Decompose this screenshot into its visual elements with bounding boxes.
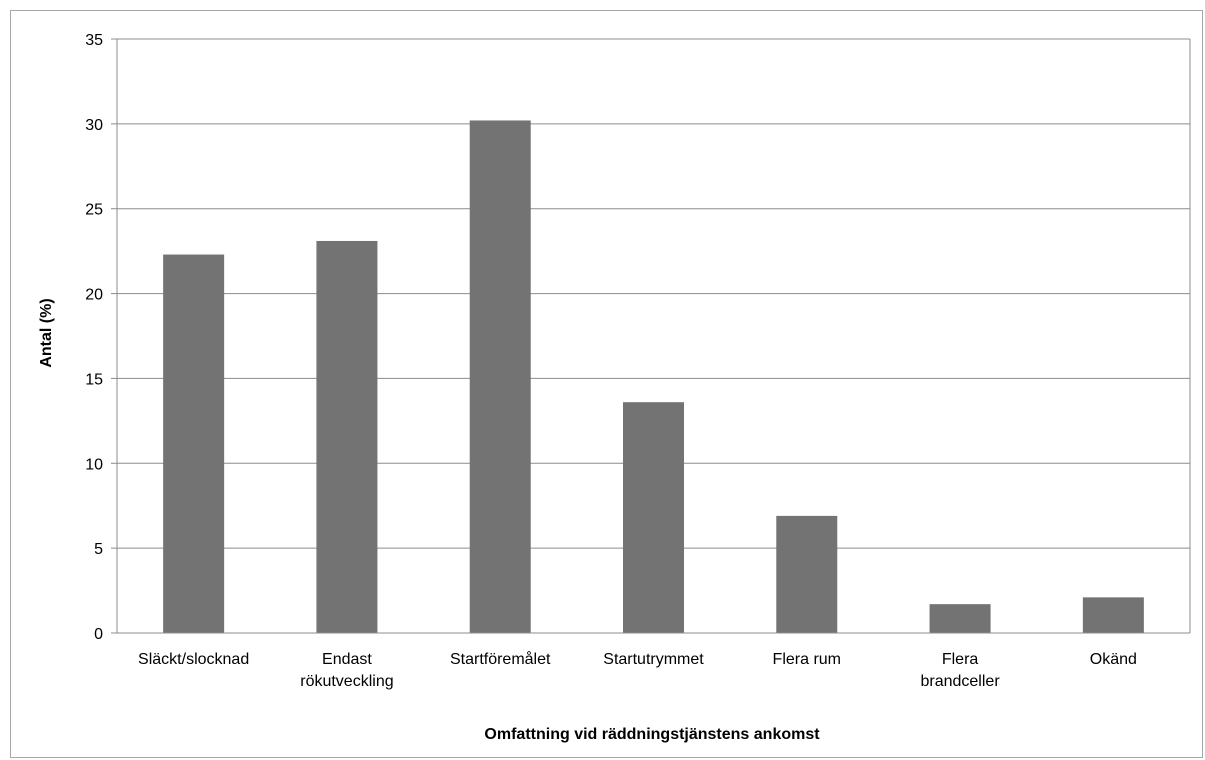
x-tick-label: Startutrymmet	[603, 651, 704, 668]
y-tick-label: 20	[85, 287, 103, 304]
x-tick-label: Endast rökutveckling	[300, 651, 393, 690]
y-axis-title: Antal (%)	[38, 298, 55, 367]
y-tick-label: 35	[85, 32, 103, 49]
x-tick-label-line: Flera	[942, 651, 979, 668]
bar	[623, 402, 684, 633]
x-tick-label: Startföremålet	[450, 650, 551, 668]
x-axis-title: Omfattning vid räddningstjänstens ankoms…	[484, 726, 820, 743]
x-tick-label-line: rökutveckling	[300, 673, 393, 690]
x-tick-label: Okänd	[1090, 651, 1137, 668]
x-tick-label-line: Startutrymmet	[603, 651, 704, 668]
bar	[776, 515, 838, 633]
y-tick-label: 30	[85, 117, 103, 134]
bar	[316, 240, 378, 633]
y-tick-labels: 0 5 10 15 20 25 30 35	[85, 32, 103, 643]
x-tick-label-line: Startföremålet	[450, 650, 551, 668]
bar	[469, 120, 531, 633]
y-tick-label: 0	[94, 626, 103, 643]
y-tick-label: 15	[85, 371, 103, 388]
bars	[163, 120, 1144, 633]
x-tick-label: Flera rum	[773, 651, 841, 668]
x-tick-label: Flera brandceller	[920, 651, 1000, 690]
bar	[929, 604, 991, 633]
chart-frame: 0 5 10 15 20 25 30 35 Släckt/slocknad Endast röku…	[10, 10, 1203, 758]
x-tick-label-line: Släckt/slocknad	[138, 651, 249, 668]
y-tick-label: 25	[85, 202, 103, 219]
bar	[1082, 597, 1144, 633]
x-tick-label-line: Endast	[322, 651, 372, 668]
bar-chart: 0 5 10 15 20 25 30 35 Släckt/slocknad Endast röku…	[38, 32, 1191, 743]
bar	[163, 254, 225, 633]
y-tick-label: 5	[94, 541, 103, 558]
x-tick-labels: Släckt/slocknad Endast rökutveckling Startf…	[138, 650, 1137, 690]
x-tick-label-line: Okänd	[1090, 651, 1137, 668]
x-tick-label: Släckt/slocknad	[138, 651, 249, 668]
x-tick-label-line: brandceller	[920, 673, 1000, 690]
x-tick-label-line: Flera rum	[773, 651, 841, 668]
y-tick-label: 10	[85, 456, 103, 473]
axes	[116, 38, 1191, 634]
